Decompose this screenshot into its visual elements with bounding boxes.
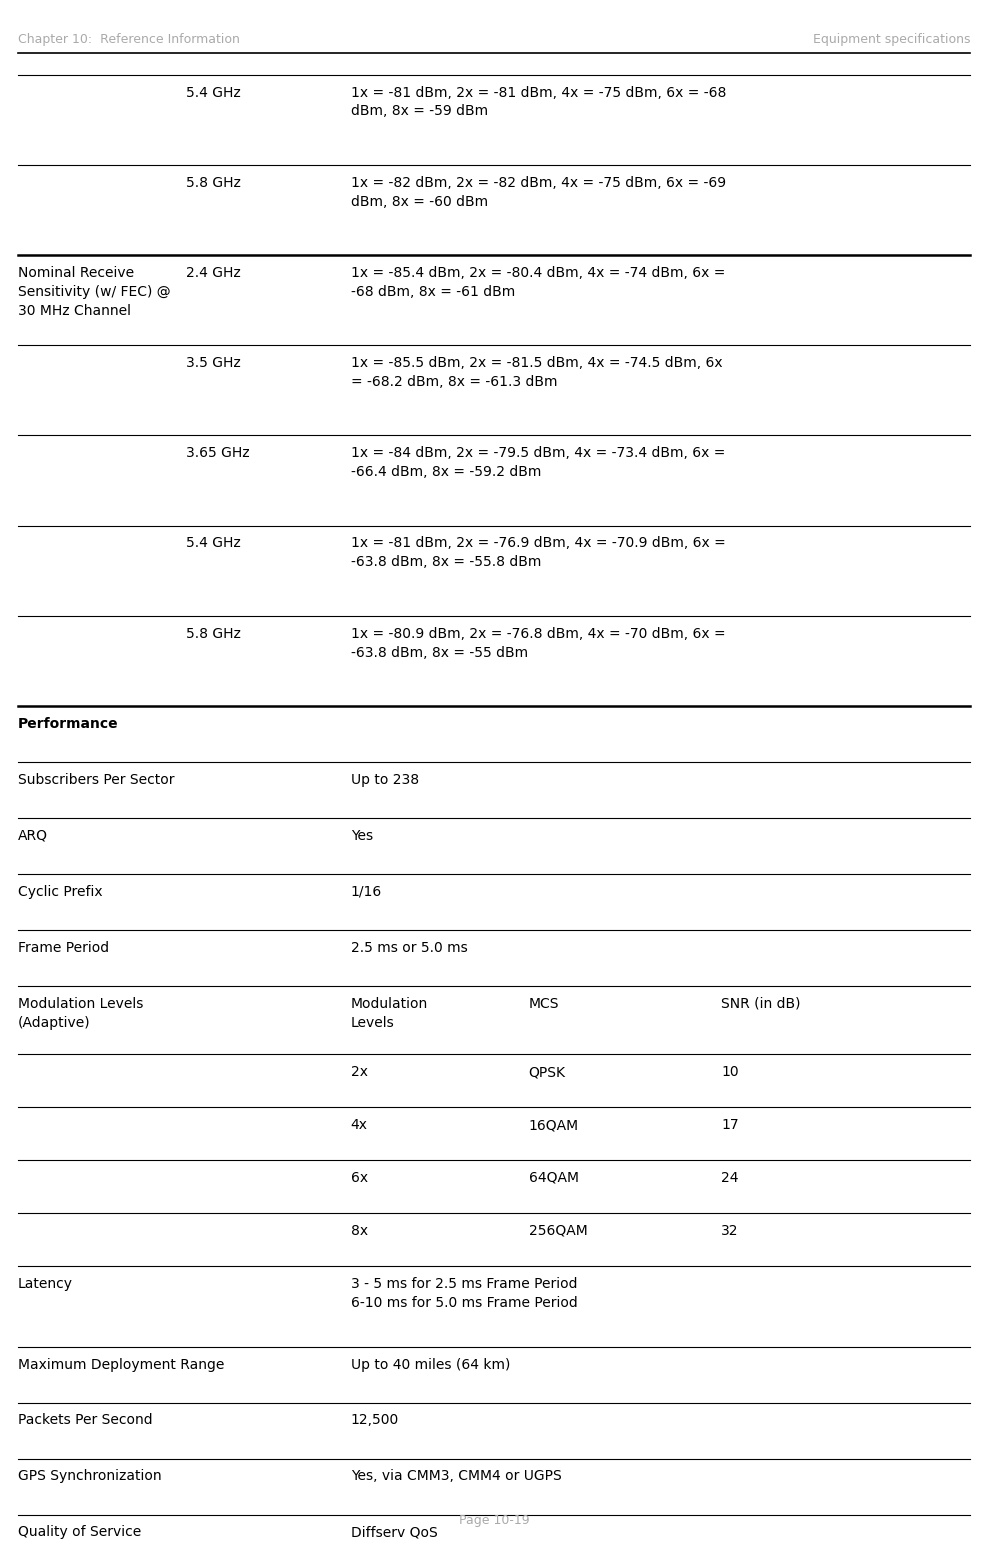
- Text: 32: 32: [721, 1224, 739, 1238]
- Text: Latency: Latency: [18, 1277, 73, 1291]
- Text: Page 10-19: Page 10-19: [458, 1515, 530, 1527]
- Text: 1x = -85.5 dBm, 2x = -81.5 dBm, 4x = -74.5 dBm, 6x
= -68.2 dBm, 8x = -61.3 dBm: 1x = -85.5 dBm, 2x = -81.5 dBm, 4x = -74…: [351, 356, 722, 389]
- Text: 5.4 GHz: 5.4 GHz: [186, 536, 240, 550]
- Text: 2.4 GHz: 2.4 GHz: [186, 266, 240, 280]
- Text: 1x = -81 dBm, 2x = -76.9 dBm, 4x = -70.9 dBm, 6x =
-63.8 dBm, 8x = -55.8 dBm: 1x = -81 dBm, 2x = -76.9 dBm, 4x = -70.9…: [351, 536, 725, 569]
- Text: 3.5 GHz: 3.5 GHz: [186, 356, 240, 370]
- Text: 1/16: 1/16: [351, 885, 382, 899]
- Text: 3 - 5 ms for 2.5 ms Frame Period
6-10 ms for 5.0 ms Frame Period: 3 - 5 ms for 2.5 ms Frame Period 6-10 ms…: [351, 1277, 578, 1309]
- Text: Equipment specifications: Equipment specifications: [813, 33, 970, 45]
- Text: 1x = -82 dBm, 2x = -82 dBm, 4x = -75 dBm, 6x = -69
dBm, 8x = -60 dBm: 1x = -82 dBm, 2x = -82 dBm, 4x = -75 dBm…: [351, 176, 726, 208]
- Text: ARQ: ARQ: [18, 829, 47, 843]
- Text: 17: 17: [721, 1118, 739, 1132]
- Text: 1x = -85.4 dBm, 2x = -80.4 dBm, 4x = -74 dBm, 6x =
-68 dBm, 8x = -61 dBm: 1x = -85.4 dBm, 2x = -80.4 dBm, 4x = -74…: [351, 266, 725, 299]
- Text: 256QAM: 256QAM: [529, 1224, 587, 1238]
- Text: 10: 10: [721, 1065, 739, 1079]
- Text: 24: 24: [721, 1171, 739, 1185]
- Text: Cyclic Prefix: Cyclic Prefix: [18, 885, 103, 899]
- Text: 5.8 GHz: 5.8 GHz: [186, 176, 241, 190]
- Text: SNR (in dB): SNR (in dB): [721, 997, 800, 1011]
- Text: Up to 238: Up to 238: [351, 773, 419, 787]
- Text: Maximum Deployment Range: Maximum Deployment Range: [18, 1358, 224, 1372]
- Text: 64QAM: 64QAM: [529, 1171, 579, 1185]
- Text: Nominal Receive
Sensitivity (w/ FEC) @
30 MHz Channel: Nominal Receive Sensitivity (w/ FEC) @ 3…: [18, 266, 170, 317]
- Text: Performance: Performance: [18, 717, 119, 731]
- Text: 1x = -81 dBm, 2x = -81 dBm, 4x = -75 dBm, 6x = -68
dBm, 8x = -59 dBm: 1x = -81 dBm, 2x = -81 dBm, 4x = -75 dBm…: [351, 86, 726, 118]
- Text: GPS Synchronization: GPS Synchronization: [18, 1469, 161, 1483]
- Text: 1x = -80.9 dBm, 2x = -76.8 dBm, 4x = -70 dBm, 6x =
-63.8 dBm, 8x = -55 dBm: 1x = -80.9 dBm, 2x = -76.8 dBm, 4x = -70…: [351, 627, 725, 659]
- Text: 2.5 ms or 5.0 ms: 2.5 ms or 5.0 ms: [351, 941, 467, 955]
- Text: Modulation Levels
(Adaptive): Modulation Levels (Adaptive): [18, 997, 143, 1029]
- Text: Frame Period: Frame Period: [18, 941, 109, 955]
- Text: Quality of Service: Quality of Service: [18, 1525, 141, 1539]
- Text: 8x: 8x: [351, 1224, 368, 1238]
- Text: 5.4 GHz: 5.4 GHz: [186, 86, 240, 100]
- Text: Modulation
Levels: Modulation Levels: [351, 997, 428, 1029]
- Text: 6x: 6x: [351, 1171, 368, 1185]
- Text: 3.65 GHz: 3.65 GHz: [186, 446, 249, 460]
- Text: 5.8 GHz: 5.8 GHz: [186, 627, 241, 641]
- Text: 2x: 2x: [351, 1065, 368, 1079]
- Text: 12,500: 12,500: [351, 1413, 399, 1427]
- Text: 1x = -84 dBm, 2x = -79.5 dBm, 4x = -73.4 dBm, 6x =
-66.4 dBm, 8x = -59.2 dBm: 1x = -84 dBm, 2x = -79.5 dBm, 4x = -73.4…: [351, 446, 725, 479]
- Text: Diffserv QoS: Diffserv QoS: [351, 1525, 438, 1539]
- Text: Yes, via CMM3, CMM4 or UGPS: Yes, via CMM3, CMM4 or UGPS: [351, 1469, 561, 1483]
- Text: 4x: 4x: [351, 1118, 368, 1132]
- Text: Yes: Yes: [351, 829, 372, 843]
- Text: Packets Per Second: Packets Per Second: [18, 1413, 152, 1427]
- Text: Chapter 10:  Reference Information: Chapter 10: Reference Information: [18, 33, 240, 45]
- Text: 16QAM: 16QAM: [529, 1118, 579, 1132]
- Text: QPSK: QPSK: [529, 1065, 565, 1079]
- Text: MCS: MCS: [529, 997, 559, 1011]
- Text: Subscribers Per Sector: Subscribers Per Sector: [18, 773, 174, 787]
- Text: Up to 40 miles (64 km): Up to 40 miles (64 km): [351, 1358, 510, 1372]
